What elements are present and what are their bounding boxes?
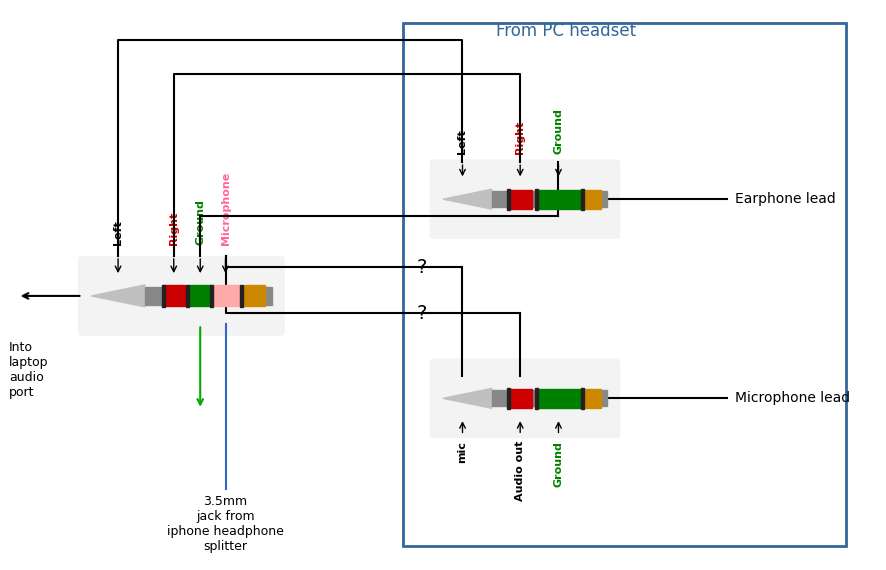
Bar — [186, 284, 189, 307]
Text: Left: Left — [113, 220, 123, 245]
Text: Ground: Ground — [554, 441, 563, 487]
Bar — [507, 388, 509, 409]
Polygon shape — [91, 285, 144, 307]
Text: From PC headset: From PC headset — [496, 22, 636, 40]
Text: Microphone lead: Microphone lead — [735, 392, 851, 405]
Text: Ground: Ground — [554, 108, 563, 154]
FancyBboxPatch shape — [78, 256, 284, 336]
Text: Microphone: Microphone — [221, 172, 230, 245]
Bar — [538, 389, 581, 408]
Bar — [585, 389, 601, 408]
Bar — [162, 284, 165, 307]
Bar — [492, 390, 607, 406]
Text: 3.5mm
jack from
iphone headphone
splitter: 3.5mm jack from iphone headphone splitte… — [167, 495, 284, 553]
Bar — [581, 189, 584, 210]
FancyBboxPatch shape — [430, 359, 620, 438]
Bar — [535, 189, 538, 210]
Text: Into
laptop
audio
port: Into laptop audio port — [9, 341, 49, 400]
Text: Ground: Ground — [195, 199, 206, 245]
Bar — [144, 287, 271, 305]
Text: Left: Left — [457, 129, 468, 154]
Text: Right: Right — [515, 120, 525, 154]
Bar — [240, 284, 243, 307]
FancyBboxPatch shape — [430, 160, 620, 239]
Bar — [492, 191, 607, 207]
Text: mic: mic — [457, 441, 468, 463]
Bar — [585, 190, 601, 209]
Bar — [507, 189, 509, 210]
Polygon shape — [443, 388, 492, 408]
Bar — [244, 286, 265, 307]
Bar — [163, 286, 184, 307]
Bar — [509, 389, 532, 408]
Bar — [535, 388, 538, 409]
Text: ?: ? — [416, 304, 427, 323]
Text: Audio out: Audio out — [515, 441, 525, 502]
Text: Earphone lead: Earphone lead — [735, 192, 836, 206]
Bar — [538, 190, 581, 209]
Text: ?: ? — [416, 258, 427, 277]
Text: Right: Right — [168, 211, 179, 245]
Bar — [509, 190, 532, 209]
Polygon shape — [443, 189, 492, 209]
Bar — [190, 286, 211, 307]
Bar — [213, 286, 238, 307]
Bar — [210, 284, 213, 307]
Bar — [581, 388, 584, 409]
Bar — [403, 23, 846, 546]
